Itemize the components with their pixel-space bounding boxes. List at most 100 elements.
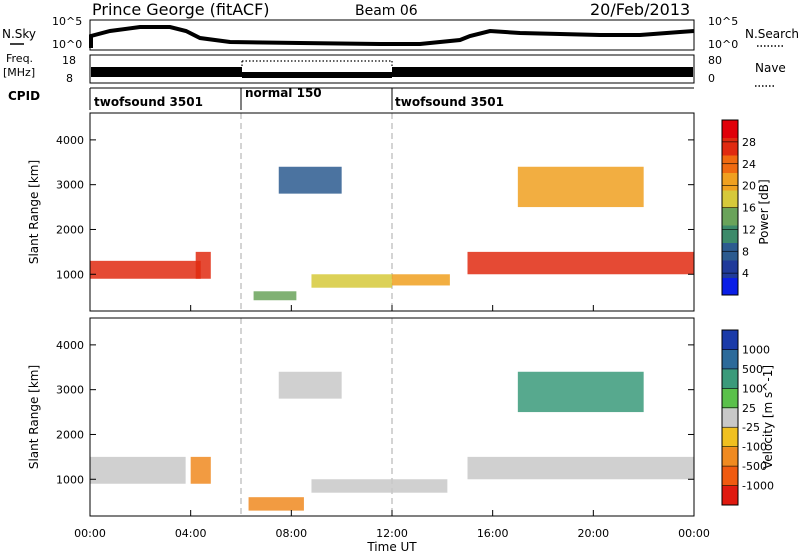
colorbar-swatch xyxy=(722,277,738,296)
colorbar-swatch xyxy=(722,260,738,278)
cpid-segment-1: twofsound 3501 xyxy=(94,95,203,109)
nsearch-label: N.Search xyxy=(745,27,799,41)
colorbar-swatch xyxy=(722,466,738,487)
colorbar-swatch xyxy=(722,427,738,448)
ytick-label: 3000 xyxy=(56,179,84,192)
colorbar-swatch xyxy=(722,388,738,409)
xtick-label: 00:00 xyxy=(74,527,106,540)
ytick-label: 4000 xyxy=(56,134,84,147)
colorbar-tick-label: 28 xyxy=(742,136,756,149)
colorbar-tick-label: 8 xyxy=(742,245,749,258)
power-yaxis: 4000 3000 2000 1000 xyxy=(56,134,694,281)
freq-tick-high: 18 xyxy=(62,54,76,67)
colorbar-tick-label: 20 xyxy=(742,180,756,193)
nave-tick-high: 80 xyxy=(708,54,722,67)
power-ylabel: Slant Range [km] xyxy=(27,160,41,264)
velocity-heatmap xyxy=(90,318,694,516)
colorbar-swatch xyxy=(722,446,738,467)
xtick-label: 12:00 xyxy=(376,527,408,540)
velocity-ylabel: Slant Range [km] xyxy=(27,365,41,469)
colorbar-swatch xyxy=(722,349,738,370)
xtick-label: 00:00 xyxy=(678,527,710,540)
colorbar-tick-label: -25 xyxy=(742,421,760,434)
xaxis-label: Time UT xyxy=(366,540,417,554)
scatter-region xyxy=(90,456,186,484)
scatter-region xyxy=(190,456,211,484)
colorbar-tick-label: 16 xyxy=(742,202,756,215)
time-axis: 00:00 04:00 08:00 12:00 16:00 20:00 00:00 xyxy=(74,305,710,540)
colorbar-swatch xyxy=(722,330,738,350)
beam-title: Beam 06 xyxy=(355,3,418,19)
colorbar-swatch xyxy=(722,407,738,428)
colorbar-swatch xyxy=(722,485,738,506)
colorbar-swatch xyxy=(722,190,738,208)
ytick-label: 1000 xyxy=(56,268,84,281)
cpid-label: CPID xyxy=(8,89,40,103)
scatter-region xyxy=(467,251,694,275)
colorbar-tick-label: 25 xyxy=(742,402,756,415)
xtick-label: 08:00 xyxy=(275,527,307,540)
colorbar-swatch xyxy=(722,368,738,389)
freq-bar-2 xyxy=(242,72,392,78)
ytick-label: 4000 xyxy=(56,339,84,352)
freq-bar-3 xyxy=(392,67,693,77)
ytick-label: 1000 xyxy=(56,473,84,486)
freq-label-1: Freq. xyxy=(6,52,33,65)
colorbar-tick-label: -100 xyxy=(742,441,767,454)
freq-tick-low: 8 xyxy=(66,72,73,85)
scatter-region xyxy=(253,291,297,301)
colorbar-tick-label: 24 xyxy=(742,158,756,171)
velocity-colorbar: 1000 500 100 25 -25 -100 -500 -1000 xyxy=(721,329,774,506)
power-colorbar: 28 24 20 16 12 8 4 xyxy=(721,119,756,296)
colorbar-swatch xyxy=(722,225,738,243)
colorbar-tick-label: 500 xyxy=(742,363,763,376)
nsky-tick-low: 10^0 xyxy=(52,38,82,51)
freq-label-2: [MHz] xyxy=(3,66,35,79)
colorbar-swatch xyxy=(722,207,738,226)
scatter-region xyxy=(90,260,201,279)
scatter-region xyxy=(248,497,304,511)
scatter-region xyxy=(392,274,450,286)
noise-sky-trace xyxy=(89,25,695,48)
nsky-label: N.Sky xyxy=(2,27,36,41)
colorbar-tick-label: -1000 xyxy=(742,480,774,493)
cpid-segment-2: normal 150 xyxy=(245,86,322,100)
scatter-region xyxy=(278,371,342,399)
ytick-label: 3000 xyxy=(56,384,84,397)
colorbar-tick-label: 1000 xyxy=(742,343,770,356)
xtick-label: 16:00 xyxy=(477,527,509,540)
colorbar-tick-label: 12 xyxy=(742,223,756,236)
velocity-yaxis: 4000 3000 2000 1000 xyxy=(56,339,694,486)
nsky-tick-high: 10^5 xyxy=(52,15,82,28)
scatter-region xyxy=(517,371,644,413)
power-heatmap xyxy=(90,113,694,311)
ytick-label: 2000 xyxy=(56,223,84,236)
nsearch-tick-high: 10^5 xyxy=(708,15,738,28)
scatter-region xyxy=(467,456,694,480)
colorbar-tick-label: 100 xyxy=(742,382,763,395)
scatter-region xyxy=(278,166,342,194)
colorbar-tick-label: 4 xyxy=(742,267,749,280)
scatter-region xyxy=(195,251,211,279)
date-title: 20/Feb/2013 xyxy=(590,0,690,19)
colorbar-frame xyxy=(721,329,739,506)
colorbar-swatch xyxy=(722,120,738,138)
scatter-region xyxy=(311,479,448,493)
colorbar-swatch xyxy=(722,172,738,191)
velocity-colorbar-label: Velocity [m s^-1] xyxy=(761,365,775,469)
colorbar-tick-label: -500 xyxy=(742,460,767,473)
nave-label: Nave xyxy=(755,61,786,75)
scatter-region xyxy=(517,166,644,208)
freq-strip-frame xyxy=(89,54,695,84)
scatter-region xyxy=(311,274,392,288)
nsearch-tick-low: 10^0 xyxy=(708,38,738,51)
power-colorbar-label: Power [dB] xyxy=(757,179,771,244)
xtick-label: 04:00 xyxy=(175,527,207,540)
cpid-segment-3: twofsound 3501 xyxy=(395,95,504,109)
freq-bar-1 xyxy=(91,67,242,77)
ytick-label: 2000 xyxy=(56,428,84,441)
station-title: Prince George (fitACF) xyxy=(92,0,270,19)
colorbar-swatch xyxy=(722,137,738,156)
xtick-label: 20:00 xyxy=(577,527,609,540)
